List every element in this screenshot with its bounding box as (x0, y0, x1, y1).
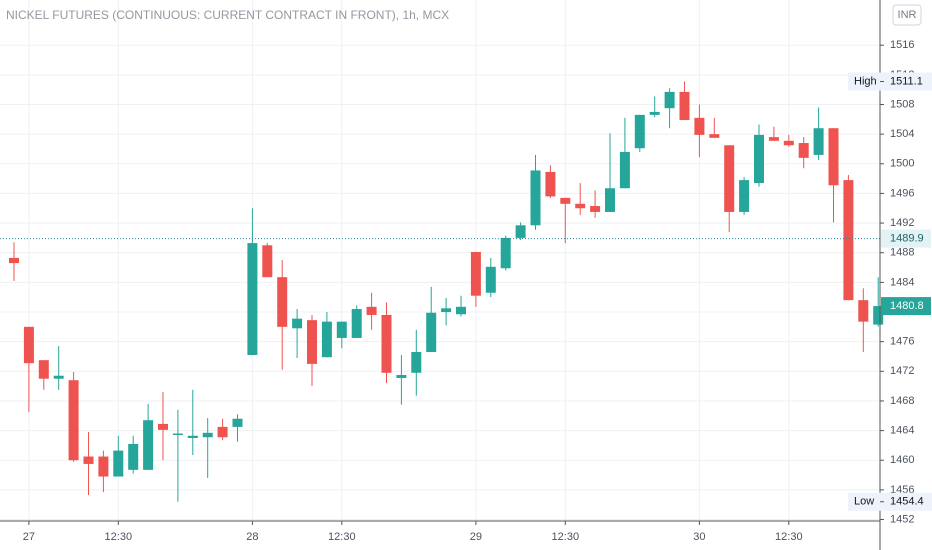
candle-body (560, 197, 571, 204)
y-tick-label: 1508 (890, 98, 914, 110)
candle-body (739, 180, 750, 212)
candle-body (485, 266, 496, 293)
candle-body (575, 203, 586, 209)
reference-price-label: 1489.9 (890, 233, 924, 245)
candle-body (292, 318, 303, 329)
x-tick-label: 28 (246, 531, 258, 543)
y-tick-label: 1484 (890, 276, 914, 288)
candle-body (664, 91, 675, 109)
candles (0, 81, 884, 502)
candle-body (68, 380, 79, 461)
currency-badge[interactable] (892, 4, 922, 26)
candle-body (202, 432, 213, 438)
low-badge (848, 492, 932, 511)
candle-body (381, 314, 392, 373)
candle-body (9, 257, 19, 264)
candle-body (694, 117, 705, 135)
candle-body (426, 312, 437, 353)
candle-body (679, 91, 690, 121)
candle-body (470, 251, 481, 296)
candle-body (128, 443, 139, 470)
candle-body (113, 450, 124, 477)
candle-body (605, 188, 615, 212)
candle-body (873, 306, 884, 325)
candle-body (307, 320, 317, 364)
candle-body (38, 360, 49, 379)
candle-body (158, 423, 168, 430)
candle-body (649, 111, 660, 115)
candle-body (515, 225, 526, 238)
candle-body (53, 375, 64, 379)
candle-body (858, 300, 869, 322)
candle-body (813, 128, 824, 155)
x-tick-label: 29 (470, 531, 482, 543)
candle-body (217, 426, 228, 438)
candle-body (754, 134, 764, 184)
x-tick-label: 12:30 (552, 531, 580, 543)
candle-body (619, 151, 630, 189)
candle-body (366, 306, 377, 315)
high-label: High (854, 75, 877, 87)
y-tick-label: 1492 (890, 217, 914, 229)
candle-body (232, 418, 243, 427)
y-tick-label: 1476 (890, 336, 914, 348)
candle-body (98, 456, 109, 477)
chart-title: NICKEL FUTURES (CONTINUOUS: CURRENT CONT… (6, 8, 449, 22)
y-tick-label: 1472 (890, 365, 914, 377)
candle-body (545, 171, 556, 197)
y-tick-label: 1516 (890, 39, 914, 51)
candle-body (456, 306, 466, 315)
candle-body (143, 420, 154, 470)
candle-body (441, 308, 452, 313)
x-tick-label: 27 (23, 531, 35, 543)
candle-body (172, 433, 183, 436)
candle-body (634, 114, 645, 149)
y-tick-label: 1452 (890, 513, 914, 525)
candle-body (321, 321, 332, 358)
last-price-badge (881, 297, 931, 316)
candle-body (709, 134, 720, 138)
candle-body (768, 137, 779, 141)
y-tick-label: 1464 (890, 424, 914, 436)
y-tick-label: 1488 (890, 247, 914, 259)
currency-label[interactable]: INR (898, 9, 917, 21)
candle-body (23, 326, 34, 364)
y-tick-label: 1496 (890, 187, 914, 199)
last-price-label: 1480.8 (890, 300, 924, 312)
candle-body (411, 352, 422, 373)
candle-body (336, 321, 347, 338)
y-tick-label: 1500 (890, 158, 914, 170)
low-label: Low (854, 496, 874, 508)
candle-body (783, 140, 794, 146)
x-tick-label: 12:30 (105, 531, 133, 543)
high-badge (848, 72, 932, 91)
x-tick-label: 30 (693, 531, 705, 543)
candle-body (396, 375, 407, 378)
high-value: 1511.1 (890, 75, 923, 87)
candle-body (828, 128, 839, 186)
low-value: 1454.4 (890, 496, 924, 508)
price-labels: 1489.9 High 1511.1 Low 1454.4 1480.8 (848, 72, 932, 511)
candle-body (590, 206, 601, 212)
candle-body (798, 143, 809, 158)
candle-body (277, 277, 288, 327)
candle-body (262, 245, 273, 278)
candle-body (351, 309, 362, 338)
reference-badge (881, 229, 931, 248)
candle-body (724, 145, 735, 212)
y-tick-label: 1460 (890, 454, 914, 466)
x-tick-label: 12:30 (328, 531, 356, 543)
candle-body (530, 170, 541, 226)
candle-body (500, 237, 511, 269)
candle-body (187, 435, 198, 438)
candle-body (843, 180, 854, 301)
candle-body (247, 243, 258, 355)
y-tick-label: 1504 (890, 128, 914, 140)
x-tick-label: 12:30 (775, 531, 803, 543)
y-tick-label: 1468 (890, 395, 914, 407)
candle-body (83, 456, 94, 464)
